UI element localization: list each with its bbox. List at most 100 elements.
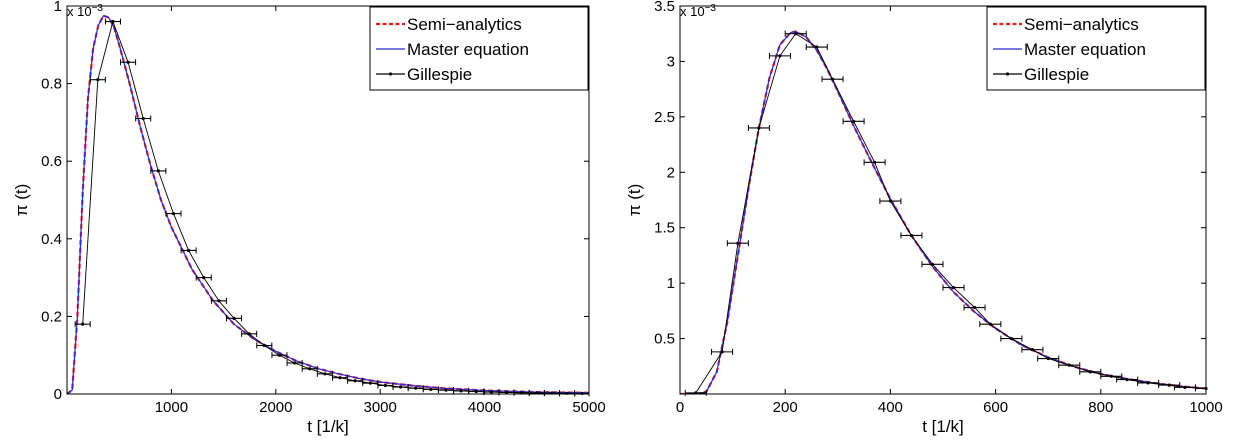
y-exponent-power: −3 <box>92 3 104 14</box>
gillespie-point <box>1125 377 1129 382</box>
gillespie-point <box>1067 363 1071 367</box>
gillespie-point <box>171 211 176 216</box>
legend-label: Master equation <box>1024 40 1146 59</box>
axes-box <box>66 5 590 395</box>
y-exponent-label: x 10−3 <box>680 3 716 19</box>
gillespie-point <box>398 385 403 389</box>
gillespie-point <box>111 19 115 24</box>
gillespie-point <box>338 376 342 380</box>
gillespie-point <box>1046 356 1050 361</box>
master-equation-line <box>67 15 589 394</box>
gillespie-point <box>1146 381 1150 385</box>
gillespie-point <box>126 60 130 64</box>
gillespie-series <box>74 18 590 397</box>
gillespie-point <box>988 322 992 326</box>
x-tick-label: 3000 <box>364 399 397 416</box>
gillespie-point <box>778 54 782 58</box>
gillespie-point <box>830 77 835 81</box>
chart-panel-1: 1000 2000 3000 4000 5000 0 0.2 0.4 0.6 0.8 1 x 10−3… <box>12 0 606 436</box>
gillespie-point <box>323 372 327 376</box>
gillespie-point <box>504 390 509 395</box>
x-tick-label: 0 <box>676 399 684 416</box>
gillespie-point <box>794 32 798 36</box>
gillespie-point <box>815 45 819 49</box>
y-axis-label: π (t) <box>12 184 31 217</box>
y-tick-label: 0.5 <box>654 331 675 348</box>
legend: Semi−analytics Master equation Gillespie <box>986 6 1206 91</box>
gillespie-series <box>684 30 1208 396</box>
legend-label: Semi−analytics <box>407 15 522 34</box>
y-tick-label: 0.8 <box>41 76 62 93</box>
x-tick-label: 400 <box>878 399 903 416</box>
gillespie-point <box>414 386 418 390</box>
legend-label: Gillespie <box>407 65 472 84</box>
gillespie-point <box>202 276 206 280</box>
legend-item: Gillespie <box>993 65 1089 84</box>
gillespie-point <box>873 160 877 164</box>
gillespie-point <box>736 241 740 245</box>
y-tick-label: 0.6 <box>41 153 62 170</box>
y-exponent-base: x 10 <box>67 4 92 19</box>
legend-box <box>986 6 1206 91</box>
y-tick-label: 0 <box>54 386 62 403</box>
gillespie-point <box>1009 336 1013 341</box>
y-tick-label: 1.5 <box>654 220 675 237</box>
y-axis-label: π (t) <box>625 184 644 217</box>
gillespie-point <box>247 332 251 336</box>
gillespie-point <box>489 390 493 394</box>
gillespie-point <box>851 119 856 123</box>
legend: Semi−analytics Master equation Gillespie <box>369 6 589 91</box>
y-tick-label: 0.4 <box>41 231 62 248</box>
gillespie-point <box>930 262 935 266</box>
x-tick-label: 800 <box>1088 399 1113 416</box>
gillespie-point <box>187 248 191 253</box>
gillespie-point <box>141 116 145 121</box>
gillespie-point <box>156 169 160 173</box>
gillespie-point <box>277 353 282 357</box>
gillespie-point <box>1183 385 1187 389</box>
gillespie-point <box>217 299 221 303</box>
gillespie-point <box>1030 348 1035 352</box>
legend-label: Semi−analytics <box>1024 15 1139 34</box>
y-tick-label: 0.2 <box>41 308 62 325</box>
gillespie-point <box>909 233 914 238</box>
legend-label: Gillespie <box>1024 65 1089 84</box>
gillespie-point <box>383 383 388 388</box>
gillespie-point <box>972 305 977 310</box>
y-exponent-base: x 10 <box>680 4 705 19</box>
gillespie-point <box>353 379 357 383</box>
gillespie-point <box>368 381 372 385</box>
legend-item: Gillespie <box>376 65 472 84</box>
gillespie-point <box>96 78 100 82</box>
gillespie-point <box>474 389 478 394</box>
x-tick-label: 1000 <box>155 399 188 416</box>
x-tick-label: 200 <box>773 399 798 416</box>
chart-panel-2: 0 200 400 600 800 1000 0.5 1 1.5 2 2.5 3 3.5 x 10−3 t … <box>625 0 1223 436</box>
gillespie-point <box>720 350 724 354</box>
gillespie-point <box>459 389 463 393</box>
gillespie-point <box>429 387 433 391</box>
legend-item: Master equation <box>993 40 1146 59</box>
y-tick-label: 2.5 <box>654 109 675 126</box>
gillespie-point <box>888 199 893 203</box>
y-tick-label: 1 <box>54 0 62 15</box>
x-axis-label: t [1/k] <box>307 417 349 436</box>
gillespie-point <box>232 316 236 320</box>
y-tick-label: 1 <box>667 275 675 292</box>
axes-box <box>679 5 1207 395</box>
x-tick-label: 5000 <box>572 399 605 416</box>
x-tick-label: 4000 <box>468 399 501 416</box>
y-exponent-label: x 10−3 <box>67 3 103 19</box>
y-tick-label: 2 <box>667 164 675 181</box>
legend-box <box>369 6 589 91</box>
legend-item: Semi−analytics <box>376 15 522 34</box>
x-axis-label: t [1/k] <box>922 417 964 436</box>
x-tick-label: 2000 <box>259 399 292 416</box>
gillespie-point <box>308 367 312 371</box>
gillespie-point <box>580 391 584 396</box>
legend-marker <box>388 72 393 76</box>
gillespie-point <box>292 361 297 365</box>
gillespie-point <box>1109 374 1113 378</box>
legend-marker <box>1005 72 1010 76</box>
